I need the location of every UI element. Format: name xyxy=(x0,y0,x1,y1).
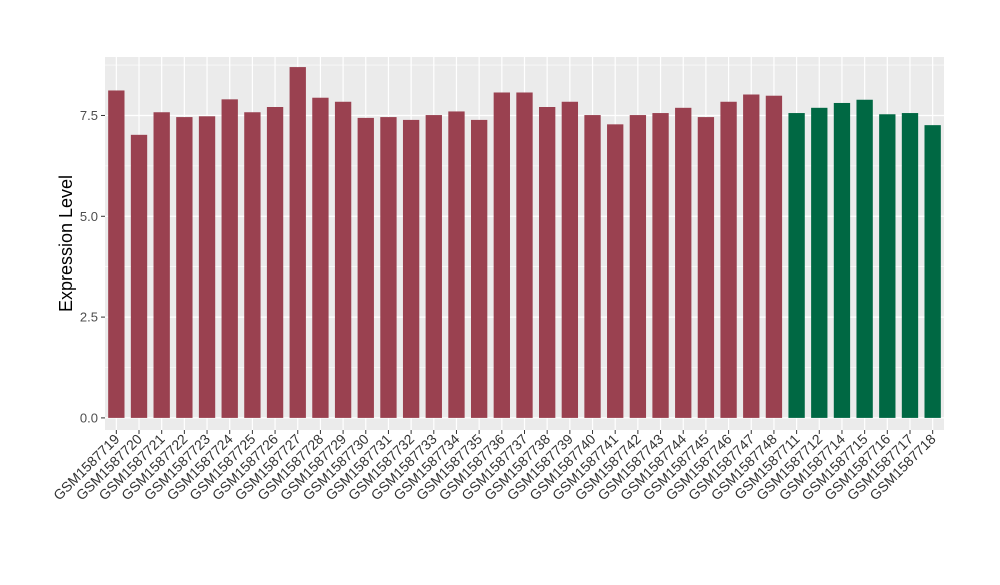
bar-GSM1587716 xyxy=(879,114,896,418)
bar-GSM1587728 xyxy=(312,97,329,418)
bar-GSM1587729 xyxy=(334,101,352,418)
bar-GSM1587740 xyxy=(584,115,601,418)
bar-GSM1587743 xyxy=(652,113,669,418)
bar-GSM1587746 xyxy=(720,101,737,418)
bar-GSM1587748 xyxy=(765,95,783,418)
bar-GSM1587714 xyxy=(833,102,851,418)
bar-GSM1587722 xyxy=(176,117,193,418)
bar-GSM1587725 xyxy=(244,112,261,418)
bar-GSM1587731 xyxy=(380,117,397,418)
y-tick-label: 2.5 xyxy=(80,310,98,325)
bar-GSM1587734 xyxy=(448,111,465,418)
bar-GSM1587737 xyxy=(516,92,533,418)
y-tick-label: 7.5 xyxy=(80,108,98,123)
bar-GSM1587735 xyxy=(470,119,488,418)
bar-GSM1587732 xyxy=(402,119,420,418)
bar-GSM1587717 xyxy=(901,113,919,418)
y-axis: 0.0 2.5 5.0 7.5 xyxy=(80,108,105,425)
bar-GSM1587744 xyxy=(675,107,692,418)
bar-GSM1587739 xyxy=(561,101,579,418)
bar-GSM1587747 xyxy=(743,94,760,418)
bar-GSM1587733 xyxy=(425,115,442,418)
bar-GSM1587730 xyxy=(357,117,374,418)
bar-GSM1587742 xyxy=(629,115,647,418)
y-tick-label: 5.0 xyxy=(80,209,98,224)
bar-GSM1587719 xyxy=(108,90,125,418)
bar-GSM1587718 xyxy=(924,125,941,418)
bar-GSM1587721 xyxy=(153,112,170,418)
bar-GSM1587726 xyxy=(266,107,284,418)
bar-GSM1587711 xyxy=(788,113,805,418)
bar-GSM1587736 xyxy=(493,92,510,418)
bar-GSM1587723 xyxy=(198,116,216,418)
x-axis: GSM1587719GSM1587720GSM1587721GSM1587722… xyxy=(50,430,939,503)
bar-GSM1587715 xyxy=(856,99,873,418)
y-tick-label: 0.0 xyxy=(80,410,98,425)
bar-GSM1587741 xyxy=(607,124,624,418)
bar-GSM1587727 xyxy=(289,67,306,418)
bar-GSM1587720 xyxy=(130,134,148,418)
bar-GSM1587738 xyxy=(539,107,556,418)
y-axis-label: Expression Level xyxy=(56,175,76,312)
bar-GSM1587712 xyxy=(811,107,828,418)
bar-GSM1587724 xyxy=(221,99,238,418)
bar-GSM1587745 xyxy=(697,117,715,418)
bars xyxy=(108,67,941,418)
